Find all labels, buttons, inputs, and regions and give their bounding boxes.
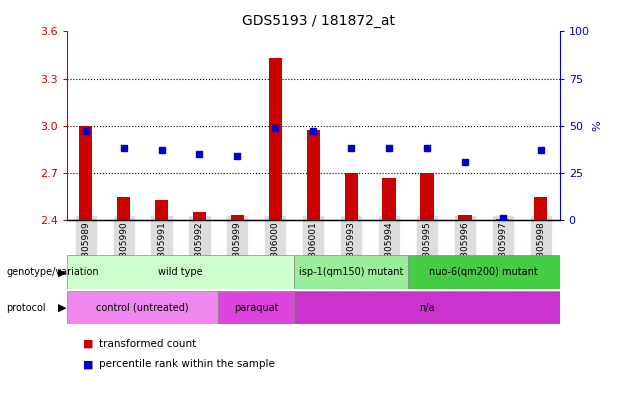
Bar [294, 255, 408, 289]
Text: control (untreated): control (untreated) [96, 303, 189, 312]
Text: percentile rank within the sample: percentile rank within the sample [99, 359, 275, 369]
Bar [67, 255, 294, 289]
Text: ▶: ▶ [58, 267, 67, 277]
Text: GDS5193 / 181872_at: GDS5193 / 181872_at [242, 14, 394, 28]
Text: ▶: ▶ [58, 303, 67, 312]
Text: wild type: wild type [158, 267, 203, 277]
Bar [534, 196, 548, 220]
Bar [382, 178, 396, 220]
Text: ■: ■ [83, 359, 93, 369]
Text: genotype/variation: genotype/variation [6, 267, 99, 277]
Bar [408, 255, 560, 289]
Bar [420, 173, 434, 220]
Text: nuo-6(qm200) mutant: nuo-6(qm200) mutant [429, 267, 538, 277]
Text: transformed count: transformed count [99, 339, 196, 349]
Text: paraquat: paraquat [234, 303, 279, 312]
Text: protocol: protocol [6, 303, 46, 312]
Bar [67, 291, 218, 324]
Bar [79, 126, 92, 220]
Bar [231, 215, 244, 220]
Bar [218, 291, 294, 324]
Bar [193, 212, 206, 220]
Bar [345, 173, 358, 220]
Text: n/a: n/a [419, 303, 435, 312]
Y-axis label: %: % [593, 120, 602, 131]
Bar [117, 196, 130, 220]
Bar [294, 291, 560, 324]
Bar [496, 219, 509, 220]
Text: isp-1(qm150) mutant: isp-1(qm150) mutant [299, 267, 403, 277]
Bar [307, 130, 320, 220]
Text: ■: ■ [83, 339, 93, 349]
Bar [459, 215, 471, 220]
Bar [155, 200, 168, 220]
Bar [268, 58, 282, 220]
